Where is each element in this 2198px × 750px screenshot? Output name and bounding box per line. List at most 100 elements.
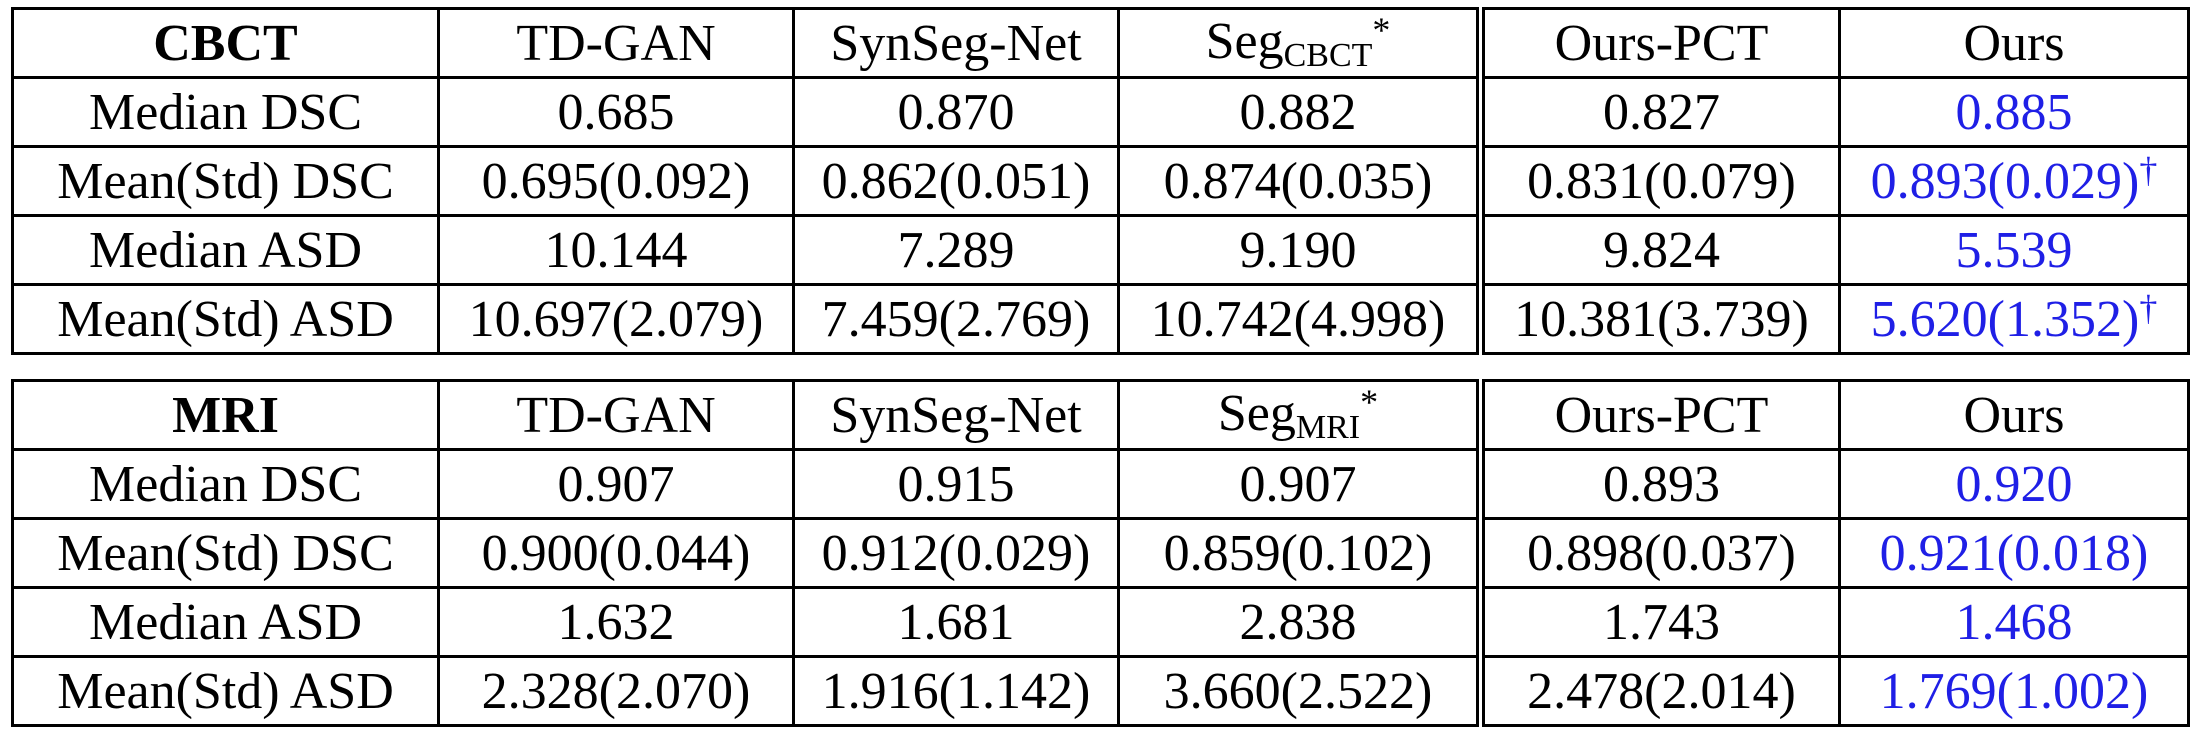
cell-text: 0.862(0.051) [821,152,1091,210]
cell: 0.827 [1479,76,1841,148]
cell-text: TD-GAN [516,386,716,444]
data-row: Median ASD 1.632 1.681 2.838 1.743 1.468 [11,586,2190,658]
cell: 0.831(0.079) [1479,145,1841,217]
header-row: CBCT TD-GAN SynSeg-Net SegCBCT* Ours-PCT Ours [11,7,2190,79]
cell: 2.328(2.070) [437,655,795,727]
cell-text: Median DSC [89,455,362,513]
cell: TD-GAN [437,7,795,79]
cell-text: Ours-PCT [1554,386,1769,444]
cell-text: 1.916(1.142) [821,662,1091,720]
cell: 0.893 [1479,448,1841,520]
cell: 0.898(0.037) [1479,517,1841,589]
cell: 10.144 [437,214,795,286]
cell-text: 0.885 [1955,83,2073,141]
subscript: CBCT [1283,36,1373,74]
cell-text: SynSeg-Net [830,14,1082,72]
cell: 7.289 [792,214,1120,286]
superscript: * [1372,9,1391,50]
data-row: Median ASD 10.144 7.289 9.190 9.824 5.539 [11,214,2190,286]
cell-text: 2.838 [1239,593,1357,651]
superscript: * [1360,381,1379,422]
cell: 9.824 [1479,214,1841,286]
cell-text: 0.898(0.037) [1527,524,1796,582]
cell: Median ASD [11,586,440,658]
cell-text: TD-GAN [516,14,716,72]
results-table: CBCT TD-GAN SynSeg-Net SegCBCT* Ours-PCT Ours… [11,7,2190,355]
cell: CBCT [11,7,440,79]
cell: 0.885 [1838,76,2190,148]
cell: Mean(Std) DSC [11,145,440,217]
cell: 0.907 [437,448,795,520]
cell-text: Seg [1217,384,1296,442]
cell: 10.742(4.998) [1117,283,1485,355]
cell-text: 5.539 [1955,221,2073,279]
cell: 0.915 [792,448,1120,520]
cell: Ours-PCT [1479,7,1841,79]
cell: Ours [1838,379,2190,451]
cell-text: 0.907 [1239,455,1357,513]
cell: 0.685 [437,76,795,148]
cell-text: SynSeg-Net [830,386,1082,444]
results-table: MRI TD-GAN SynSeg-Net SegMRI* Ours-PCT Ours Me… [11,379,2190,727]
cell-text: Mean(Std) ASD [57,662,394,720]
cell-text: 0.920 [1955,455,2073,513]
cell: Median DSC [11,76,440,148]
cell: 1.468 [1838,586,2190,658]
cell: 0.907 [1117,448,1485,520]
cell-text: 1.681 [897,593,1015,651]
data-row: Mean(Std) ASD 2.328(2.070) 1.916(1.142) 3.6… [11,655,2190,727]
cell-text: MRI [172,386,279,444]
cell: SynSeg-Net [792,7,1120,79]
cell: 1.743 [1479,586,1841,658]
cell-text: 1.743 [1603,593,1720,651]
data-row: Median DSC 0.685 0.870 0.882 0.827 0.885 [11,76,2190,148]
cell-text: Median DSC [89,83,362,141]
cell: 1.681 [792,586,1120,658]
cell-text: CBCT [153,14,298,72]
data-row: Mean(Std) DSC 0.695(0.092) 0.862(0.051) 0.8… [11,145,2190,217]
cell: SegMRI* [1117,379,1485,451]
cell: 10.381(3.739) [1479,283,1841,355]
cell: 5.620(1.352)† [1838,283,2190,355]
cell: SegCBCT* [1117,7,1485,79]
cell: TD-GAN [437,379,795,451]
cell: 0.920 [1838,448,2190,520]
cell-text: Ours-PCT [1554,14,1769,72]
cell: 1.916(1.142) [792,655,1120,727]
cell-text: Ours [1963,14,2065,72]
cell-text: 0.827 [1603,83,1720,141]
cell: 0.882 [1117,76,1485,148]
cell-text: 2.328(2.070) [481,662,751,720]
cell-text: Ours [1963,386,2065,444]
cell-text: Seg [1205,12,1284,70]
superscript: † [2139,287,2158,328]
cell-text: 7.289 [897,221,1015,279]
cell-text: 0.831(0.079) [1527,152,1796,210]
superscript: † [2139,149,2158,190]
data-row: Median DSC 0.907 0.915 0.907 0.893 0.920 [11,448,2190,520]
data-row: Mean(Std) DSC 0.900(0.044) 0.912(0.029) 0.8… [11,517,2190,589]
cell: SynSeg-Net [792,379,1120,451]
cell: Mean(Std) DSC [11,517,440,589]
cell-text: 0.859(0.102) [1163,524,1433,582]
cell: 9.190 [1117,214,1485,286]
cell-text: Mean(Std) DSC [57,152,394,210]
cell-text: 10.697(2.079) [468,290,764,348]
cell-text: Median ASD [89,221,362,279]
cell: 0.870 [792,76,1120,148]
cell-text: 2.478(2.014) [1527,662,1796,720]
cell: 0.862(0.051) [792,145,1120,217]
cell: 1.632 [437,586,795,658]
cell: 0.695(0.092) [437,145,795,217]
cell-text: 0.882 [1239,83,1357,141]
cell-text: Mean(Std) DSC [57,524,394,582]
cell-text: 3.660(2.522) [1163,662,1433,720]
cell-text: 7.459(2.769) [821,290,1091,348]
cell-text: 0.893(0.029) [1870,152,2140,210]
cell: 2.478(2.014) [1479,655,1841,727]
cell-text: 9.824 [1603,221,1720,279]
cell-text: 0.921(0.018) [1879,524,2149,582]
cell: 5.539 [1838,214,2190,286]
cell: 0.912(0.029) [792,517,1120,589]
